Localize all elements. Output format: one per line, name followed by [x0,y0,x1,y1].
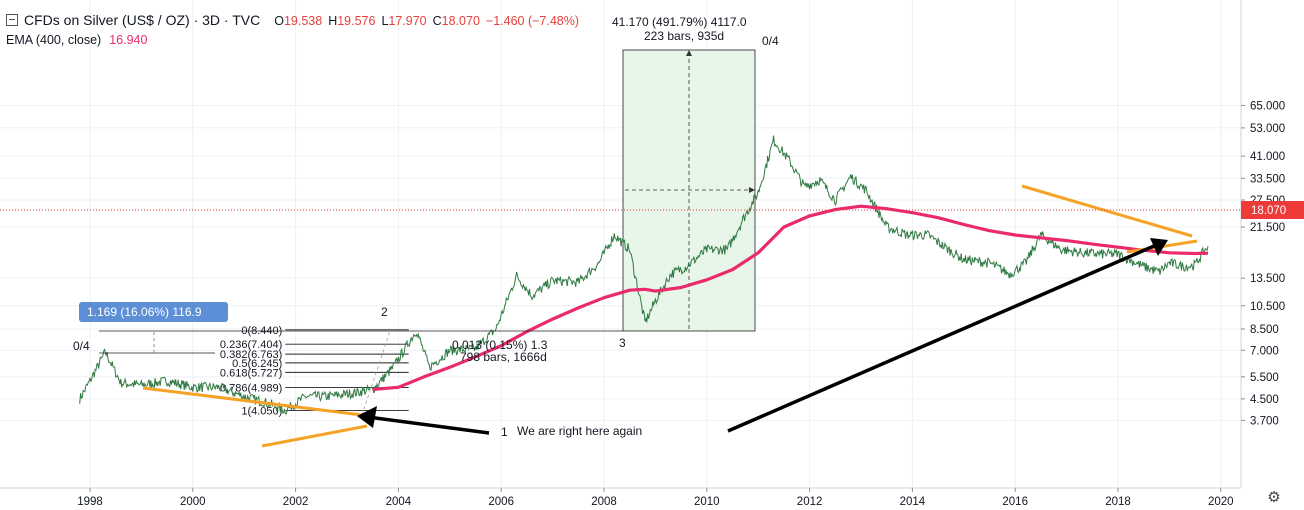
low-key: L [381,14,389,28]
time-tick-label: 2018 [1105,496,1131,508]
open-key: O [274,14,284,28]
chart-legend: CFDs on Silver (US$ / OZ) · 3D · TVC O19.… [6,10,585,50]
fib-level-label: 0.618(5.727) [220,367,282,379]
arrow-left-head-icon [357,406,377,428]
note-text: We are right here again [517,424,642,438]
price-tick-label: 53.000 [1250,123,1285,135]
price-tick-label: 4.500 [1250,394,1279,406]
point-3-label: 3 [619,336,626,350]
price-axis[interactable]: 65.00053.00041.00033.50027.50021.50013.5… [1241,100,1285,427]
price-line [79,135,1209,415]
price-tick-label: 21.500 [1250,222,1285,234]
note-number-label: 1 [501,425,508,439]
price-series [79,135,1209,415]
ema-label: EMA (400, close) [6,33,102,47]
fib-small-bars-label: 798 bars, 1666d [460,350,547,364]
ema-series [372,204,1209,392]
time-tick-label: 2008 [591,496,617,508]
legend-ema-row[interactable]: EMA (400, close) 16.940 [6,30,585,50]
time-tick-label: 2010 [694,496,720,508]
last-price-tag [1241,201,1304,219]
fib-level-label: 1(4.050) [241,405,282,417]
arrow-left-line [367,415,490,435]
measure-arrow-right-icon [749,187,755,193]
high-key: H [328,14,338,28]
chart-grid [0,0,1240,488]
price-tick-label: 33.500 [1250,173,1285,185]
measure-arrow-up-icon [686,50,692,56]
small-measure-dashed-line [361,330,391,416]
high-value: 19.576 [337,14,376,28]
close-key: C [432,14,442,28]
close-value: 18.070 [441,14,480,28]
measure-bars-label: 223 bars, 935d [644,29,724,43]
time-tick-label: 2020 [1208,496,1234,508]
fib-retracement: 0(8.440)0.236(7.404)0.382(6.763)0.5(6.24… [220,325,409,417]
fib-level-label: 0.5(6.245) [232,358,282,370]
open-value: 19.538 [283,14,323,28]
fib-small-label: 0.013 (0.15%) 1.3 [452,338,548,352]
fib-level-label: 0.786(4.989) [220,383,282,395]
time-tick-label: 2006 [488,496,514,508]
last-price-tag-label: 18.070 [1251,205,1286,217]
ema-value: 16.940 [109,33,148,47]
price-tick-label: 5.500 [1250,372,1279,384]
ema-line [372,204,1209,392]
low-value: 17.970 [388,14,427,28]
time-tick-label: 2004 [386,496,412,508]
time-tick-label: 2000 [180,496,206,508]
price-tick-label: 65.000 [1250,100,1285,112]
point-2-label: 2 [381,305,388,319]
price-tick-label: 3.700 [1250,415,1279,427]
trend-line-upper-right [1021,184,1193,238]
arrow-right-head-icon [1150,238,1168,256]
time-tick-label: 2012 [797,496,823,508]
peak-tag-label: 0/4 [762,34,779,48]
time-tick-label: 2002 [283,496,309,508]
blue-label-box[interactable] [79,302,228,322]
price-tick-label: 7.000 [1250,345,1279,357]
price-tick-label: 10.500 [1250,301,1285,313]
time-tick-label: 1998 [77,496,103,508]
price-tick-label: 8.500 [1250,324,1279,336]
gear-icon[interactable]: ⚙ [1267,489,1281,506]
measure-top-label: 41.170 (491.79%) 4117.0 [612,15,747,29]
time-axis[interactable]: 1998 2000 2002 2004 2006 2008 2010 2012 2014 2016… [77,488,1234,508]
time-tick-label: 2016 [1002,496,1028,508]
arrows [357,238,1168,435]
trend-line-lower-left [261,424,368,448]
change-value: −1.460 (−7.48%) [485,14,580,28]
symbol-label[interactable]: CFDs on Silver (US$ / OZ) · 3D · TVC [24,12,261,28]
fib-level-label: 0.236(7.404) [220,339,282,351]
arrow-right-line [727,244,1155,433]
collapse-legend-icon[interactable] [6,14,18,26]
trend-line-upper-left [142,386,363,417]
ohlc-values: O19.538 H19.576 L17.970 C18.070 −1.460 (−7.4… [274,14,585,28]
fib-level-label: 0.382(6.763) [220,349,282,361]
legend-symbol-row: CFDs on Silver (US$ / OZ) · 3D · TVC O19.… [6,10,585,30]
left-tag-label: 0/4 [73,339,90,353]
time-tick-label: 2014 [900,496,926,508]
price-tick-label: 13.500 [1250,273,1285,285]
price-tick-label: 41.000 [1250,151,1285,163]
blue-label-text: 1.169 (16.06%) 116.9 [87,305,202,319]
